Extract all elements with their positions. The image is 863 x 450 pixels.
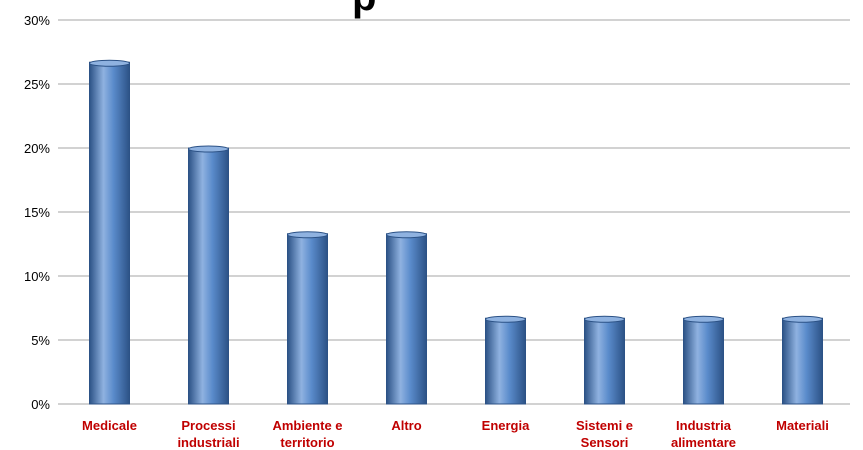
bar-body [782, 317, 823, 405]
y-tick-label: 15% [24, 205, 50, 220]
x-category-label: Medicale [82, 418, 137, 433]
x-category-label-line: Medicale [82, 418, 137, 433]
x-category-label-line: Sensori [581, 435, 629, 450]
bar-cap [683, 315, 724, 323]
bar [188, 145, 229, 405]
y-tick-label: 20% [24, 141, 50, 156]
x-category-label: Altro [391, 418, 421, 433]
x-category-label-line: Industria [676, 418, 732, 433]
bar-cap [188, 145, 229, 153]
bar [584, 315, 625, 405]
y-tick-label: 0% [31, 397, 50, 412]
gridlines [58, 19, 850, 405]
x-category-label: Materiali [776, 418, 829, 433]
bar-body [584, 317, 625, 405]
x-axis-category-labels: Medicale Processi industriali Ambiente e ter… [82, 418, 829, 450]
bar-cap [287, 231, 328, 239]
bar-cap [782, 315, 823, 323]
bar-cap [386, 231, 427, 239]
bar-body [683, 317, 724, 405]
bar-body [287, 233, 328, 405]
bar-body [485, 317, 526, 405]
bar [386, 231, 427, 405]
bar [485, 315, 526, 405]
y-axis-tick-labels: 0% 5% 10% 15% 20% 25% 30% [24, 13, 50, 412]
x-category-label-line: industriali [177, 435, 239, 450]
y-tick-label: 25% [24, 77, 50, 92]
x-category-label: Sistemi e Sensori [576, 418, 633, 450]
bar [89, 59, 130, 405]
x-category-label-line: Sistemi e [576, 418, 633, 433]
bar [683, 315, 724, 405]
bars [89, 59, 823, 405]
bar [287, 231, 328, 405]
x-category-label-line: Energia [482, 418, 530, 433]
x-category-label: Energia [482, 418, 530, 433]
x-category-label: Ambiente e territorio [272, 418, 342, 450]
x-category-label-line: Materiali [776, 418, 829, 433]
x-category-label-line: Ambiente e [272, 418, 342, 433]
bar-cap [485, 315, 526, 323]
y-tick-label: 10% [24, 269, 50, 284]
x-category-label: Industria alimentare [671, 418, 736, 450]
bar-cap [584, 315, 625, 323]
x-category-label-line: Processi [181, 418, 235, 433]
x-category-label: Processi industriali [177, 418, 239, 450]
bar [782, 315, 823, 405]
chart-title-fragment: p [352, 0, 376, 19]
y-tick-label: 5% [31, 333, 50, 348]
bar-body [386, 233, 427, 405]
x-category-label-line: territorio [280, 435, 334, 450]
x-category-label-line: Altro [391, 418, 421, 433]
bar-body [188, 147, 229, 405]
y-tick-label: 30% [24, 13, 50, 28]
x-category-label-line: alimentare [671, 435, 736, 450]
bar-cap [89, 59, 130, 67]
bar-body [89, 61, 130, 405]
